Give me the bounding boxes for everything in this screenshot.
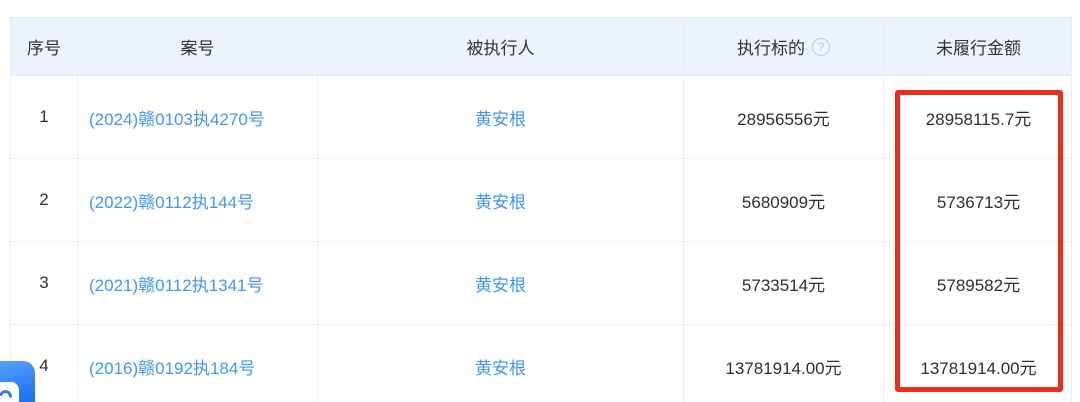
unfulfilled-amount-value: 13781914.00元 (920, 358, 1037, 378)
table-row: 3 (2021)赣0112执1341号 黄安根 5733514元 5789582… (11, 242, 1071, 325)
browser-logo-icon (0, 382, 19, 402)
serial-number: 1 (11, 76, 78, 158)
executed-person-cell: 黄安根 (318, 76, 684, 158)
unfulfilled-amount-value: 5789582元 (936, 275, 1021, 295)
case-number-link[interactable]: (2022)赣0112执144号 (89, 192, 255, 212)
serial-number: 2 (11, 159, 78, 241)
header-serial-number: 序号 (11, 18, 78, 75)
executed-person-cell: 黄安根 (318, 159, 684, 241)
case-number-cell: (2024)赣0103执4270号 (78, 76, 318, 158)
execution-target-value: 5733514元 (684, 242, 884, 324)
header-unfulfilled-amount: 未履行金额 (936, 39, 1021, 58)
header-case-number: 案号 (78, 18, 318, 75)
case-number-cell: (2022)赣0112执144号 (78, 159, 318, 241)
executed-person-link[interactable]: 黄安根 (475, 109, 526, 129)
unfulfilled-amount-value: 5736713元 (936, 192, 1021, 212)
serial-number: 4 (11, 325, 78, 402)
header-execution-target-label: 执行标的 (737, 39, 805, 58)
table-header-row: 序号 案号 被执行人 执行标的 ? 未履行金额 (11, 18, 1071, 76)
floating-widget-button[interactable] (0, 361, 35, 402)
case-number-link[interactable]: (2024)赣0103执4270号 (89, 109, 265, 129)
table-row: 2 (2022)赣0112执144号 黄安根 5680909元 5736713元 (11, 159, 1071, 242)
executed-person-link[interactable]: 黄安根 (475, 192, 526, 212)
execution-target-value: 13781914.00元 (684, 325, 884, 402)
serial-number: 3 (11, 242, 78, 324)
executed-person-cell: 黄安根 (318, 242, 684, 324)
help-icon[interactable]: ? (812, 37, 830, 56)
execution-target-value: 28956556元 (684, 76, 884, 158)
table-row: 1 (2024)赣0103执4270号 黄安根 28956556元 289581… (11, 76, 1071, 159)
header-executed-person: 被执行人 (318, 18, 684, 75)
executed-person-cell: 黄安根 (318, 325, 684, 402)
case-number-cell: (2016)赣0192执184号 (78, 325, 318, 402)
unfulfilled-amount-value: 28958115.7元 (925, 109, 1032, 129)
case-number-cell: (2021)赣0112执1341号 (78, 242, 318, 324)
execution-cases-table: 序号 案号 被执行人 执行标的 ? 未履行金额 1 (2024)赣0103执42… (10, 17, 1072, 402)
header-execution-target: 执行标的 ? (684, 18, 884, 75)
execution-target-value: 5680909元 (684, 159, 884, 241)
table-row: 4 (2016)赣0192执184号 黄安根 13781914.00元 1378… (11, 325, 1071, 402)
executed-person-link[interactable]: 黄安根 (475, 275, 526, 295)
executed-person-link[interactable]: 黄安根 (475, 358, 526, 378)
case-number-link[interactable]: (2021)赣0112执1341号 (89, 275, 264, 295)
case-number-link[interactable]: (2016)赣0192执184号 (89, 358, 256, 378)
